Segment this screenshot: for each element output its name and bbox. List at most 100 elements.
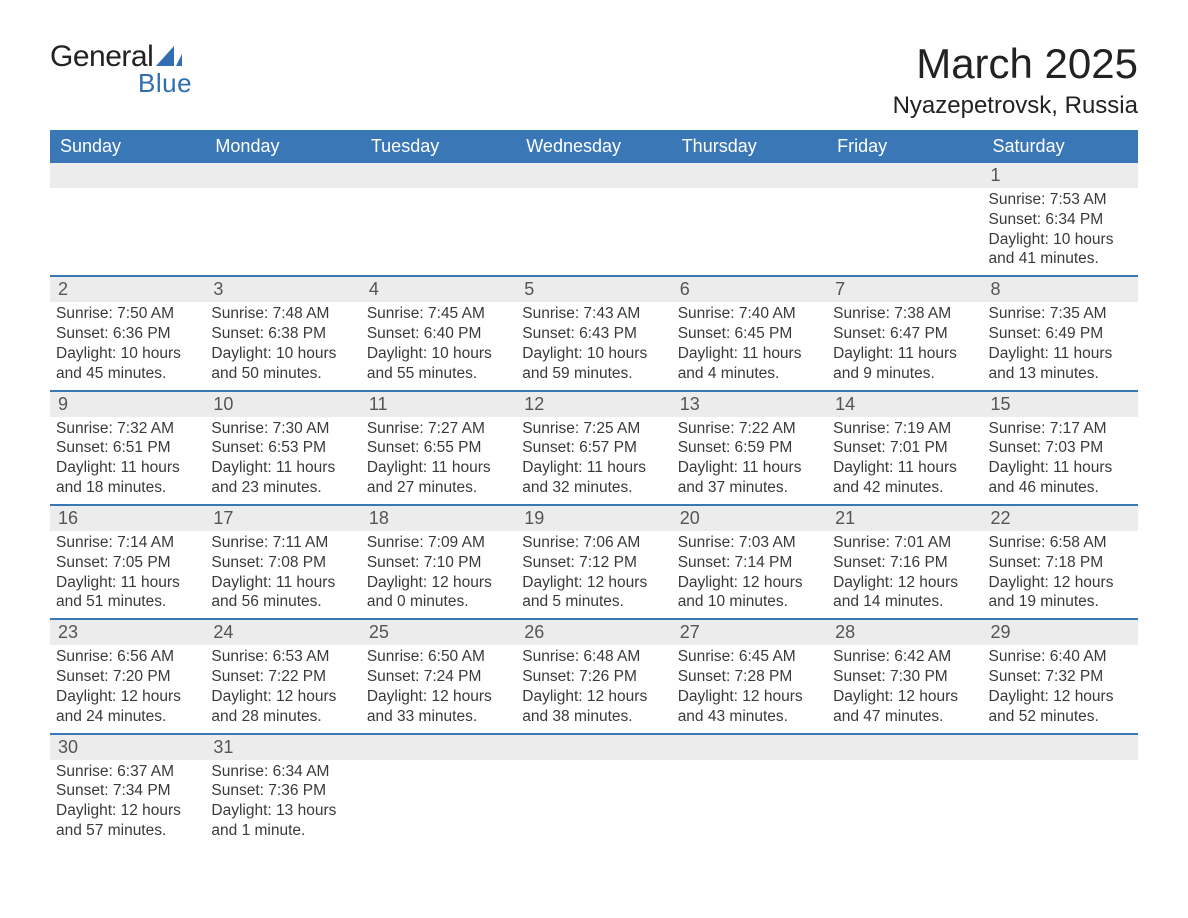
day-detail-row: Sunrise: 6:37 AMSunset: 7:34 PMDaylight:… [50,760,1138,847]
sunset-text: Sunset: 7:14 PM [678,553,821,573]
day-detail-cell [516,760,671,847]
daylight-text: Daylight: 11 hours and 32 minutes. [522,458,665,498]
day-detail-cell: Sunrise: 7:48 AMSunset: 6:38 PMDaylight:… [205,302,360,389]
day-number-cell: 23 [50,620,205,645]
day-number-cell: 6 [672,277,827,302]
day-detail-row: Sunrise: 7:50 AMSunset: 6:36 PMDaylight:… [50,302,1138,389]
logo: General Blue [50,40,192,99]
day-detail-cell: Sunrise: 7:17 AMSunset: 7:03 PMDaylight:… [983,417,1138,504]
daylight-text: Daylight: 12 hours and 19 minutes. [989,573,1132,613]
daylight-text: Daylight: 12 hours and 28 minutes. [211,687,354,727]
day-detail-cell [827,760,982,847]
day-detail-cell: Sunrise: 6:58 AMSunset: 7:18 PMDaylight:… [983,531,1138,618]
day-number-cell: 3 [205,277,360,302]
day-detail-cell [50,188,205,275]
day-number-cell [983,735,1138,760]
daylight-text: Daylight: 12 hours and 10 minutes. [678,573,821,613]
day-detail-cell: Sunrise: 7:11 AMSunset: 7:08 PMDaylight:… [205,531,360,618]
sunset-text: Sunset: 7:34 PM [56,781,199,801]
daylight-text: Daylight: 11 hours and 9 minutes. [833,344,976,384]
day-number-cell: 19 [516,506,671,531]
day-detail-cell: Sunrise: 6:48 AMSunset: 7:26 PMDaylight:… [516,645,671,732]
sunrise-text: Sunrise: 6:56 AM [56,647,199,667]
daylight-text: Daylight: 11 hours and 27 minutes. [367,458,510,498]
daylight-text: Daylight: 11 hours and 42 minutes. [833,458,976,498]
location-title: Nyazepetrovsk, Russia [893,92,1138,120]
day-detail-cell: Sunrise: 7:01 AMSunset: 7:16 PMDaylight:… [827,531,982,618]
day-number-cell: 14 [827,392,982,417]
sunset-text: Sunset: 7:05 PM [56,553,199,573]
day-number-cell: 8 [983,277,1138,302]
day-detail-cell: Sunrise: 7:32 AMSunset: 6:51 PMDaylight:… [50,417,205,504]
day-number-cell: 24 [205,620,360,645]
dow-header-cell: Wednesday [516,130,671,163]
dow-header-cell: Sunday [50,130,205,163]
day-detail-cell [516,188,671,275]
day-number-cell [361,735,516,760]
daylight-text: Daylight: 11 hours and 18 minutes. [56,458,199,498]
daylight-text: Daylight: 11 hours and 23 minutes. [211,458,354,498]
sunset-text: Sunset: 7:36 PM [211,781,354,801]
day-number-cell [516,163,671,188]
sunset-text: Sunset: 6:57 PM [522,438,665,458]
sunset-text: Sunset: 7:08 PM [211,553,354,573]
sunrise-text: Sunrise: 7:40 AM [678,304,821,324]
day-number-cell: 15 [983,392,1138,417]
day-number-cell [827,163,982,188]
day-number-cell: 21 [827,506,982,531]
day-number-cell [361,163,516,188]
sunset-text: Sunset: 6:34 PM [989,210,1132,230]
sunrise-text: Sunrise: 6:37 AM [56,762,199,782]
weeks-container: 1Sunrise: 7:53 AMSunset: 6:34 PMDaylight… [50,163,1138,847]
dow-header-cell: Thursday [672,130,827,163]
day-number-cell: 30 [50,735,205,760]
sunrise-text: Sunrise: 6:50 AM [367,647,510,667]
sunrise-text: Sunrise: 7:35 AM [989,304,1132,324]
day-detail-row: Sunrise: 7:32 AMSunset: 6:51 PMDaylight:… [50,417,1138,504]
day-detail-cell [672,188,827,275]
day-number-cell: 13 [672,392,827,417]
day-number-cell: 26 [516,620,671,645]
day-number-cell [672,163,827,188]
sunset-text: Sunset: 7:22 PM [211,667,354,687]
sunrise-text: Sunrise: 7:38 AM [833,304,976,324]
sunrise-text: Sunrise: 7:01 AM [833,533,976,553]
day-detail-cell: Sunrise: 7:53 AMSunset: 6:34 PMDaylight:… [983,188,1138,275]
day-detail-cell: Sunrise: 7:50 AMSunset: 6:36 PMDaylight:… [50,302,205,389]
dow-header-cell: Tuesday [361,130,516,163]
sunrise-text: Sunrise: 7:03 AM [678,533,821,553]
sunset-text: Sunset: 6:59 PM [678,438,821,458]
day-number-cell: 28 [827,620,982,645]
day-detail-cell: Sunrise: 6:56 AMSunset: 7:20 PMDaylight:… [50,645,205,732]
sunset-text: Sunset: 7:26 PM [522,667,665,687]
sunrise-text: Sunrise: 7:19 AM [833,419,976,439]
day-detail-cell: Sunrise: 7:40 AMSunset: 6:45 PMDaylight:… [672,302,827,389]
sunset-text: Sunset: 6:45 PM [678,324,821,344]
day-number-cell [672,735,827,760]
daylight-text: Daylight: 11 hours and 51 minutes. [56,573,199,613]
daylight-text: Daylight: 12 hours and 33 minutes. [367,687,510,727]
sunrise-text: Sunrise: 7:32 AM [56,419,199,439]
day-number-cell: 25 [361,620,516,645]
sunrise-text: Sunrise: 7:45 AM [367,304,510,324]
day-number-cell [827,735,982,760]
daylight-text: Daylight: 11 hours and 4 minutes. [678,344,821,384]
day-number-cell: 4 [361,277,516,302]
day-detail-cell: Sunrise: 7:38 AMSunset: 6:47 PMDaylight:… [827,302,982,389]
sunrise-text: Sunrise: 7:14 AM [56,533,199,553]
daylight-text: Daylight: 11 hours and 37 minutes. [678,458,821,498]
day-detail-cell: Sunrise: 7:19 AMSunset: 7:01 PMDaylight:… [827,417,982,504]
day-number-row: 23242526272829 [50,620,1138,645]
day-of-week-header-row: SundayMondayTuesdayWednesdayThursdayFrid… [50,130,1138,163]
day-number-cell: 20 [672,506,827,531]
day-number-cell: 9 [50,392,205,417]
daylight-text: Daylight: 12 hours and 47 minutes. [833,687,976,727]
day-number-row: 1 [50,163,1138,188]
logo-word-blue: Blue [138,68,192,99]
day-detail-row: Sunrise: 6:56 AMSunset: 7:20 PMDaylight:… [50,645,1138,732]
sunset-text: Sunset: 6:40 PM [367,324,510,344]
daylight-text: Daylight: 10 hours and 45 minutes. [56,344,199,384]
sunrise-text: Sunrise: 6:58 AM [989,533,1132,553]
day-detail-cell: Sunrise: 7:45 AMSunset: 6:40 PMDaylight:… [361,302,516,389]
header: General Blue March 2025 Nyazepetrovsk, R… [50,40,1138,120]
